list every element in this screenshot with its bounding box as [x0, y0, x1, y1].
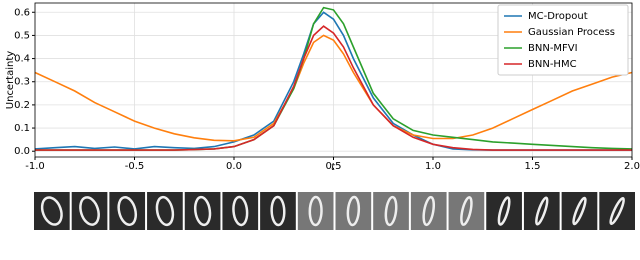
- series-line: [35, 25, 632, 151]
- thumbnail: [260, 192, 296, 230]
- digit-stroke: [193, 195, 212, 227]
- legend-label: MC-Dropout: [528, 11, 588, 22]
- legend-label: BNN-HMC: [528, 59, 577, 70]
- digit-stroke: [535, 196, 549, 226]
- x-tick-label: 0.5: [326, 161, 342, 172]
- legend-label: Gaussian Process: [528, 27, 615, 38]
- x-tick-label: 0.0: [226, 161, 242, 172]
- thumbnail: [523, 192, 560, 230]
- plot-frame: [34, 2, 633, 158]
- y-tick-label: 0.1: [14, 123, 30, 134]
- digit-stroke: [460, 196, 473, 226]
- digit-stroke: [40, 196, 63, 226]
- y-tick-label: 0.6: [14, 7, 30, 18]
- thumbnail: [486, 192, 522, 230]
- digit-stroke: [346, 195, 361, 227]
- x-axis-label: t: [331, 162, 336, 173]
- digit-stroke: [117, 196, 138, 226]
- digit-stroke: [79, 196, 100, 226]
- series-line: [34, 34, 633, 142]
- digit-stroke: [609, 196, 625, 226]
- x-tick-label: 2.0: [624, 161, 640, 172]
- legend-box: [497, 4, 629, 76]
- legend-label: BNN-MFVI: [528, 43, 578, 54]
- y-axis-label: Uncertainty: [5, 51, 16, 110]
- digit-stroke: [270, 195, 286, 227]
- digit-stroke: [572, 196, 587, 226]
- y-tick-label: 0.3: [14, 77, 30, 88]
- thumbnail: [297, 192, 334, 230]
- digit-stroke: [308, 195, 323, 227]
- digit-stroke: [422, 195, 436, 227]
- x-tick-label: 1.0: [425, 161, 441, 172]
- x-tick-label: 1.5: [525, 161, 541, 172]
- y-tick-label: 0.0: [14, 146, 30, 157]
- digit-stroke: [497, 196, 511, 226]
- x-tick-label: -1.0: [25, 161, 45, 172]
- thumbnail: [599, 192, 635, 230]
- thumbnail: [561, 192, 598, 230]
- y-tick-label: 0.5: [14, 30, 30, 41]
- y-tick-label: 0.2: [14, 100, 30, 111]
- digit-stroke: [232, 195, 249, 227]
- x-tick-label: -0.5: [125, 161, 145, 172]
- y-tick-label: 0.4: [14, 54, 30, 65]
- digit-stroke: [384, 195, 398, 227]
- digit-stroke: [155, 195, 175, 227]
